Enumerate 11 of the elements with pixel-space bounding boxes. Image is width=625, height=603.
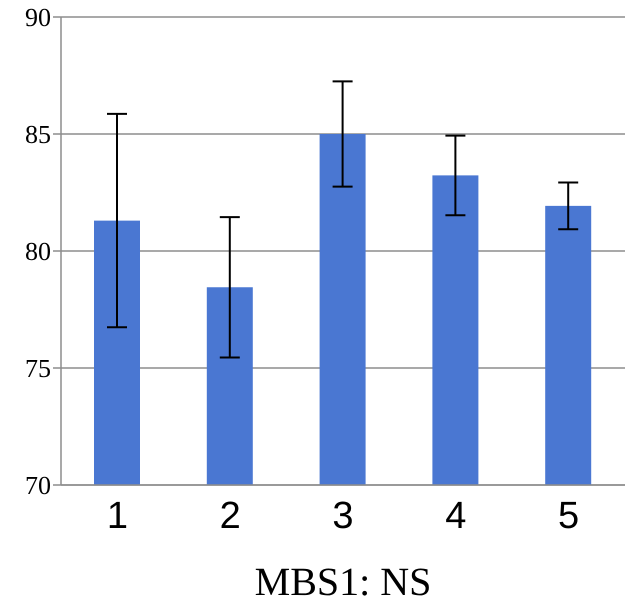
y-tick-label: 90: [25, 3, 51, 32]
y-tick-label: 75: [25, 354, 51, 384]
x-tick-label: 1: [106, 494, 128, 537]
y-tick-label: 85: [25, 120, 51, 150]
x-tick-label: 3: [332, 494, 354, 537]
x-tick-label: 2: [220, 494, 241, 537]
x-axis-title: MBS1: NS: [254, 559, 432, 603]
y-tick-label: 70: [25, 471, 51, 500]
x-tick-label: 5: [558, 494, 580, 537]
x-tick-label: 4: [445, 494, 466, 537]
y-tick-label: 80: [25, 237, 51, 266]
